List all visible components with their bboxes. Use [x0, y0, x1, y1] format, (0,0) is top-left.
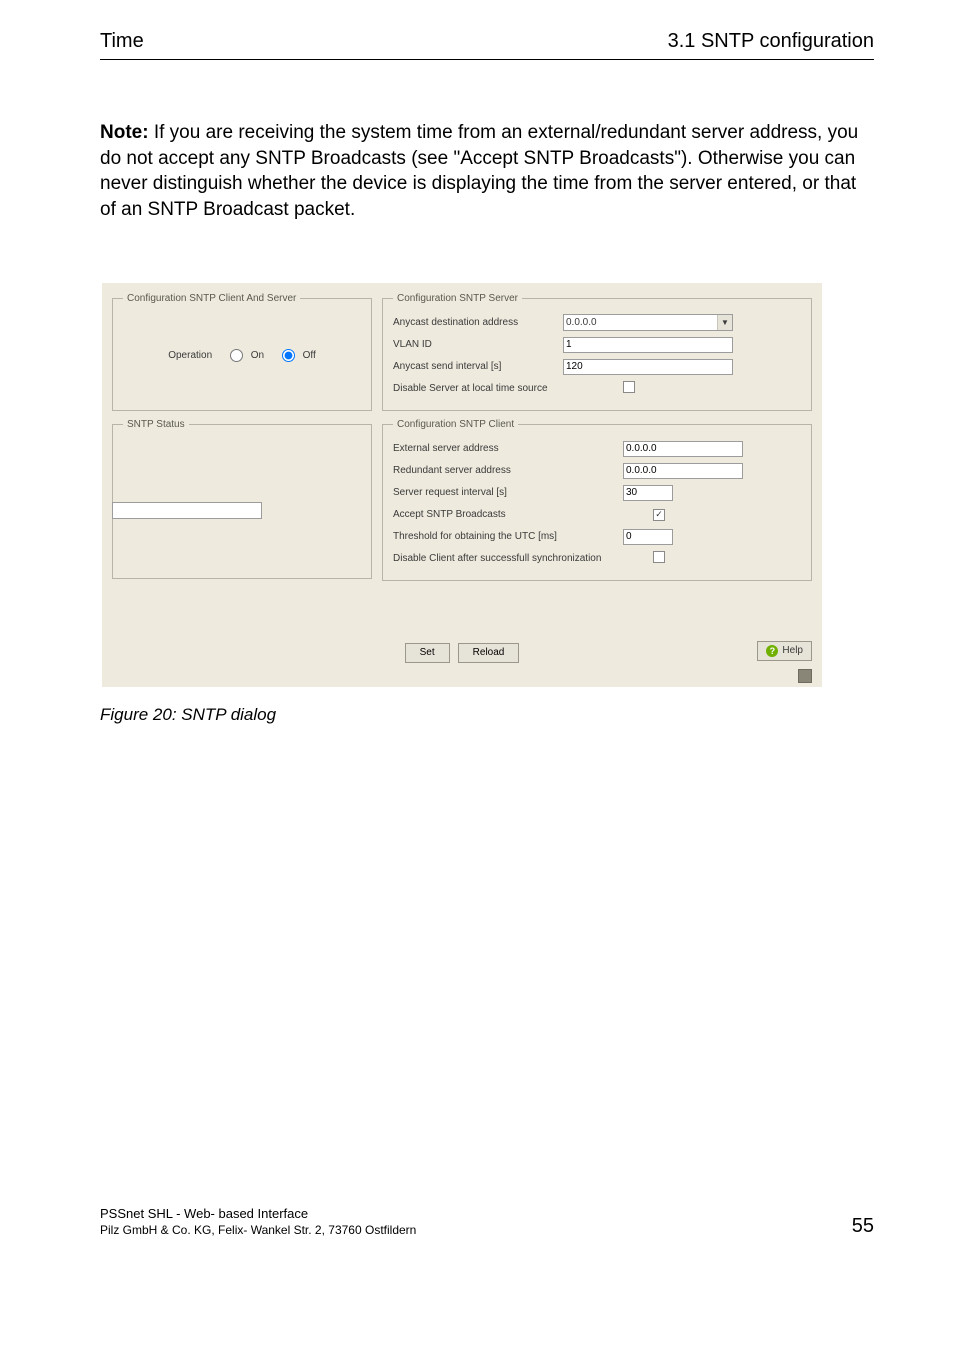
help-button[interactable]: ? Help	[757, 641, 812, 661]
accept-bcast-label: Accept SNTP Broadcasts	[393, 509, 623, 520]
operation-off-label: Off	[303, 350, 316, 361]
fieldset-sntp-server: Configuration SNTP Server Anycast destin…	[382, 293, 812, 411]
resize-handle	[112, 669, 812, 683]
footer-line2: Pilz GmbH & Co. KG, Felix- Wankel Str. 2…	[100, 1222, 416, 1238]
resize-grip-icon	[798, 669, 812, 683]
help-icon: ?	[766, 645, 778, 657]
req-interval-input[interactable]	[623, 485, 673, 501]
page-header: Time 3.1 SNTP configuration	[100, 30, 874, 60]
fieldset-sntp-client-legend: Configuration SNTP Client	[393, 419, 518, 430]
anycast-addr-label: Anycast destination address	[393, 317, 563, 328]
disable-local-checkbox[interactable]	[623, 381, 635, 393]
redund-addr-label: Redundant server address	[393, 465, 623, 476]
operation-label: Operation	[168, 350, 212, 361]
sntp-dialog-window: Configuration SNTP Client And Server Ope…	[102, 283, 822, 687]
disable-sync-checkbox[interactable]	[653, 551, 665, 563]
threshold-label: Threshold for obtaining the UTC [ms]	[393, 531, 623, 542]
fieldset-sntp-client: Configuration SNTP Client External serve…	[382, 419, 812, 581]
req-interval-label: Server request interval [s]	[393, 487, 623, 498]
header-left: Time	[100, 30, 144, 53]
fieldset-operation-legend: Configuration SNTP Client And Server	[123, 293, 300, 304]
vlan-id-label: VLAN ID	[393, 339, 563, 350]
operation-on-label: On	[251, 350, 264, 361]
disable-local-label: Disable Server at local time source	[393, 383, 563, 394]
page-footer: PSSnet SHL - Web- based Interface Pilz G…	[0, 1205, 954, 1269]
figure-20: Configuration SNTP Client And Server Ope…	[100, 283, 874, 725]
fieldset-sntp-server-legend: Configuration SNTP Server	[393, 293, 522, 304]
help-button-label: Help	[782, 645, 803, 656]
fieldset-sntp-status-legend: SNTP Status	[123, 419, 189, 430]
operation-off-radio[interactable]	[282, 349, 295, 362]
fieldset-sntp-status: SNTP Status	[112, 419, 372, 579]
button-row: Set Reload ? Help	[112, 641, 812, 665]
fieldset-operation: Configuration SNTP Client And Server Ope…	[112, 293, 372, 411]
vlan-id-input[interactable]	[563, 337, 733, 353]
redund-addr-input[interactable]	[623, 463, 743, 479]
note-paragraph: Note: If you are receiving the system ti…	[100, 120, 874, 223]
note-label: Note:	[100, 122, 149, 143]
disable-sync-label: Disable Client after successfull synchro…	[393, 553, 623, 564]
anycast-addr-value: 0.0.0.0	[566, 317, 597, 328]
sntp-status-field	[112, 502, 262, 519]
operation-radio-group: Operation On Off	[168, 349, 316, 362]
set-button[interactable]: Set	[405, 643, 450, 663]
ext-addr-label: External server address	[393, 443, 623, 454]
note-text: If you are receiving the system time fro…	[100, 122, 858, 220]
send-interval-input[interactable]	[563, 359, 733, 375]
header-right: 3.1 SNTP configuration	[668, 30, 874, 53]
threshold-input[interactable]	[623, 529, 673, 545]
page-number: 55	[852, 1215, 874, 1238]
anycast-addr-dropdown[interactable]: 0.0.0.0 ▼	[563, 314, 733, 331]
accept-bcast-checkbox[interactable]	[653, 509, 665, 521]
ext-addr-input[interactable]	[623, 441, 743, 457]
figure-caption: Figure 20: SNTP dialog	[100, 705, 874, 725]
operation-on-radio[interactable]	[230, 349, 243, 362]
send-interval-label: Anycast send interval [s]	[393, 361, 563, 372]
reload-button[interactable]: Reload	[458, 643, 520, 663]
footer-line1: PSSnet SHL - Web- based Interface	[100, 1205, 416, 1223]
chevron-down-icon: ▼	[717, 315, 732, 330]
